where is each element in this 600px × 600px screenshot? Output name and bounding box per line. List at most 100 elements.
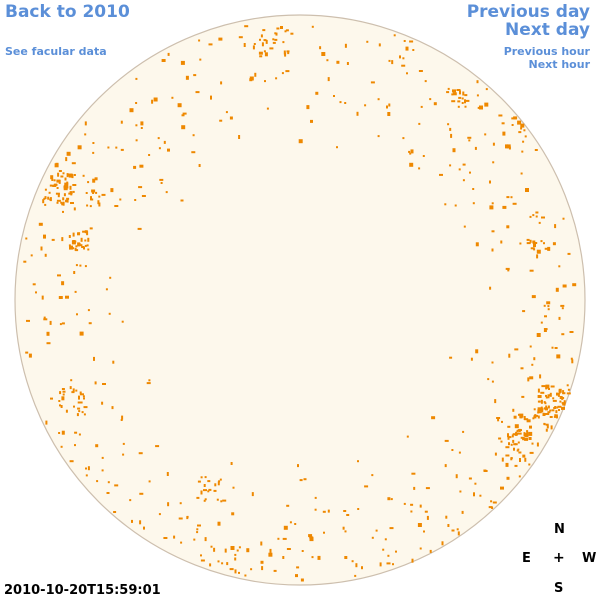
facula-point [69, 245, 73, 250]
facula-point [200, 554, 202, 557]
facula-point [562, 284, 567, 288]
facula-point [531, 442, 534, 445]
facula-point [135, 124, 138, 127]
facula-point [371, 474, 374, 477]
facula-point [262, 29, 266, 32]
facula-point [408, 150, 411, 153]
facula-point [276, 27, 280, 30]
facula-point [561, 397, 564, 400]
facula-point [161, 59, 166, 62]
facula-point [344, 102, 347, 104]
facula-point [411, 472, 416, 475]
facula-point [225, 111, 228, 114]
facula-point [401, 64, 406, 67]
facula-point [494, 399, 497, 404]
facula-point [561, 307, 564, 310]
facula-point [66, 151, 71, 156]
facula-point [297, 464, 299, 468]
facula-point [268, 552, 273, 557]
previous-day-link[interactable]: Previous day [466, 2, 590, 22]
facula-point [84, 133, 87, 136]
facula-point [77, 401, 80, 404]
facula-point [390, 498, 393, 501]
facula-point [263, 50, 266, 53]
facula-point [229, 116, 233, 120]
facula-point [522, 454, 526, 458]
facula-point [178, 517, 183, 520]
facula-point [537, 415, 540, 419]
facula-point [173, 535, 176, 539]
facula-point [388, 103, 391, 107]
facula-point [470, 357, 473, 361]
facula-point [386, 105, 388, 109]
facula-point [101, 401, 104, 405]
facula-point [62, 172, 65, 175]
facula-point [488, 506, 493, 509]
back-to-2010-link[interactable]: Back to 2010 [5, 2, 130, 22]
facula-point [290, 32, 294, 35]
facula-point [535, 211, 539, 214]
facula-point [447, 524, 450, 527]
facula-point [203, 499, 206, 502]
facula-point [323, 531, 325, 534]
facula-point [545, 408, 548, 411]
facula-point [222, 499, 227, 502]
facula-point [536, 442, 539, 447]
facula-point [284, 52, 287, 57]
facula-point [74, 290, 77, 293]
facula-point [569, 331, 574, 333]
facula-point [505, 462, 509, 467]
facula-point [377, 98, 380, 101]
facula-point [541, 408, 544, 413]
facula-point [81, 246, 85, 248]
facula-point [35, 291, 37, 294]
facula-point [537, 395, 542, 398]
facula-point [261, 566, 264, 571]
facula-point [62, 393, 65, 396]
facula-point [28, 353, 32, 358]
next-day-link[interactable]: Next day [505, 20, 590, 40]
next-hour-link[interactable]: Next hour [528, 58, 591, 71]
facula-point [552, 397, 555, 400]
facula-point [387, 554, 390, 557]
facula-point [467, 136, 472, 139]
facula-point [426, 515, 429, 520]
facula-point [106, 492, 110, 494]
facula-point [139, 520, 142, 525]
facula-point [181, 125, 186, 130]
facula-point [85, 192, 88, 194]
facula-point [42, 199, 45, 204]
facula-point [285, 29, 289, 32]
facula-point [46, 342, 51, 345]
facula-point [48, 191, 51, 194]
facula-point [489, 205, 494, 210]
facula-point [547, 411, 551, 414]
facula-point [98, 202, 101, 207]
see-facular-data-link[interactable]: See facular data [5, 45, 107, 58]
facula-point [200, 559, 205, 562]
facula-point [501, 420, 503, 423]
facula-point [475, 242, 479, 247]
facula-point [78, 410, 81, 413]
facula-point [213, 489, 217, 492]
facula-point [463, 225, 466, 228]
facula-point [65, 409, 68, 413]
facula-point [121, 320, 124, 323]
facula-point [253, 43, 256, 45]
facula-point [510, 196, 513, 199]
facula-point [44, 196, 47, 200]
facula-point [58, 400, 61, 402]
facula-point [92, 142, 95, 144]
facula-point [59, 323, 62, 326]
facula-point [541, 216, 545, 219]
facula-point [528, 463, 531, 466]
facula-point [514, 443, 518, 446]
facula-point [533, 243, 536, 248]
facula-point [419, 547, 422, 550]
previous-hour-link[interactable]: Previous hour [503, 45, 590, 58]
facula-point [286, 548, 291, 550]
facula-point [80, 237, 83, 242]
facula-point [403, 40, 406, 42]
facula-point [536, 333, 541, 337]
facula-point [244, 574, 247, 577]
